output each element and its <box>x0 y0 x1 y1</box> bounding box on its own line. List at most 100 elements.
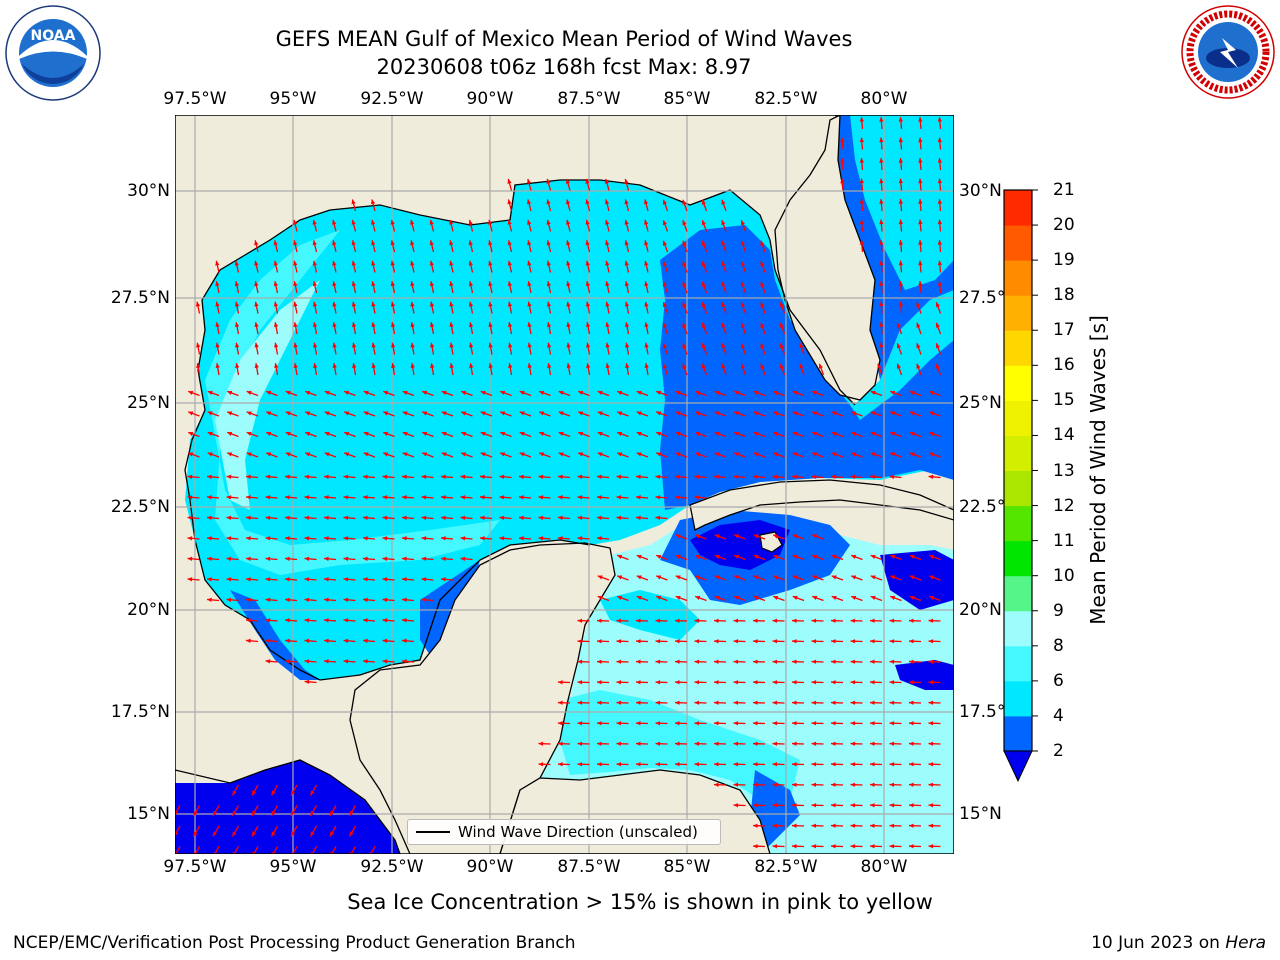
wind-wave-arrowhead <box>422 452 428 457</box>
wind-wave-arrowhead <box>371 301 376 307</box>
wind-wave-arrowhead <box>799 343 804 349</box>
wind-wave-arrowhead <box>604 199 610 205</box>
colorbar-tick-label: 4 <box>1053 705 1064 726</box>
wind-wave-arrowhead <box>304 515 310 521</box>
wind-wave-arrowhead <box>324 556 329 562</box>
wind-wave-arrowhead <box>468 322 474 328</box>
wind-wave-arrowhead <box>213 831 218 837</box>
wind-wave-arrowhead <box>740 302 745 308</box>
wind-wave-arrowhead <box>617 411 623 416</box>
wind-wave-arrowhead <box>675 741 680 746</box>
lon-label-top: 92.5°W <box>360 89 424 109</box>
wind-wave-arrowhead <box>694 639 700 644</box>
wind-wave-arrowhead <box>740 261 745 267</box>
wind-wave-arrowhead <box>740 322 745 328</box>
wind-wave-arrowhead <box>918 240 923 245</box>
wind-wave-arrowhead <box>909 659 914 664</box>
wind-wave-arrowhead <box>305 390 311 395</box>
wind-wave-arrowhead <box>254 240 259 246</box>
wind-wave-arrowhead <box>937 240 943 245</box>
wind-wave-arrowhead <box>351 301 357 307</box>
wind-wave-arrowhead <box>566 301 571 307</box>
wind-wave-arrowhead <box>382 536 388 541</box>
wind-wave-arrowhead <box>429 301 435 307</box>
wind-wave-arrowhead <box>850 474 856 480</box>
wind-wave-arrowhead <box>234 322 240 328</box>
wind-wave-arrowhead <box>753 390 759 395</box>
wind-wave-arrowhead <box>382 638 388 644</box>
wind-wave-arrowhead <box>382 474 388 480</box>
wind-wave-arrowhead <box>232 831 237 837</box>
wind-wave-arrow <box>194 846 201 854</box>
wind-wave-arrowhead <box>449 342 454 348</box>
wind-wave-arrowhead <box>402 597 407 603</box>
wind-wave-arrowhead <box>812 431 818 436</box>
wind-wave-arrowhead <box>772 844 778 849</box>
wind-wave-arrowhead <box>909 680 914 685</box>
wind-wave-arrowhead <box>604 178 610 184</box>
wind-wave-arrowhead <box>410 281 415 287</box>
wind-wave-arrowhead <box>577 474 583 480</box>
wind-wave-arrowhead <box>636 495 641 500</box>
wind-wave-arrowhead <box>351 322 357 328</box>
wind-wave-arrowhead <box>188 411 194 416</box>
wind-wave-arrowhead <box>597 762 602 767</box>
wind-wave-arrowhead <box>695 575 701 580</box>
wind-wave-arrowhead <box>656 411 662 416</box>
wind-wave-arrowhead <box>772 803 778 808</box>
wind-wave-arrowhead <box>694 680 700 685</box>
wind-wave-arrowhead <box>539 452 545 457</box>
wind-wave-arrowhead <box>636 554 642 559</box>
wind-wave-arrow <box>233 846 240 854</box>
lat-label-left: 17.5°N <box>110 702 170 722</box>
wind-wave-arrowhead <box>701 363 706 369</box>
wind-wave-arrowhead <box>234 260 239 266</box>
wind-wave-arrowhead <box>527 301 532 307</box>
wind-wave-arrowhead <box>293 240 298 246</box>
wind-wave-arrowhead <box>831 575 837 580</box>
wind-wave-arrowhead <box>246 452 252 457</box>
wind-wave-arrowhead <box>636 618 641 623</box>
wind-wave-arrow <box>311 846 318 854</box>
wind-wave-arrowhead <box>195 301 201 307</box>
wind-wave-arrowhead <box>499 474 505 480</box>
colorbar-swatch <box>1004 505 1032 542</box>
wind-wave-arrowhead <box>616 721 622 726</box>
wind-wave-arrowhead <box>343 577 349 582</box>
wind-wave-arrowhead <box>918 178 923 184</box>
wind-wave-arrowhead <box>773 575 779 580</box>
noaa-logo: NOAA <box>5 5 101 101</box>
wind-wave-arrowhead <box>526 178 532 184</box>
wind-wave-arrowhead <box>488 322 493 328</box>
wind-wave-arrowhead <box>701 343 706 349</box>
wind-wave-arrowhead <box>252 790 257 796</box>
wind-wave-arrowhead <box>656 595 662 600</box>
wind-wave-arrowhead <box>577 639 583 644</box>
wind-wave-arrowhead <box>909 575 915 580</box>
wind-wave-arrowhead <box>558 474 563 480</box>
colorbar-tick-label: 16 <box>1053 355 1075 376</box>
wind-wave-arrowhead <box>675 721 680 726</box>
wind-wave-arrowhead <box>187 515 193 521</box>
wind-wave-arrow <box>350 846 357 854</box>
wind-wave-arrowhead <box>207 556 212 562</box>
wind-wave-arrowhead <box>332 240 337 246</box>
wind-wave-arrowhead <box>859 137 865 143</box>
wind-wave-arrowhead <box>293 342 298 348</box>
wind-wave-arrowhead <box>792 782 797 787</box>
wind-wave-arrowhead <box>909 803 914 808</box>
wind-wave-arrowhead <box>928 844 934 849</box>
wind-wave-arrowhead <box>909 741 914 746</box>
wind-wave-arrowhead <box>343 597 349 603</box>
wind-wave-arrowhead <box>577 700 583 705</box>
wind-wave-arrowhead <box>605 342 610 348</box>
wind-wave-arrowhead <box>410 260 415 266</box>
wind-wave-arrowhead <box>655 639 661 644</box>
wind-wave-arrowhead <box>928 700 934 705</box>
wind-wave-arrowhead <box>344 431 350 436</box>
wind-wave-arrowhead <box>859 199 865 204</box>
wind-wave-arrowhead <box>246 597 251 603</box>
colorbar-swatch <box>1004 365 1032 401</box>
wind-wave-arrowhead <box>461 390 467 395</box>
wind-wave-arrowhead <box>291 790 296 796</box>
